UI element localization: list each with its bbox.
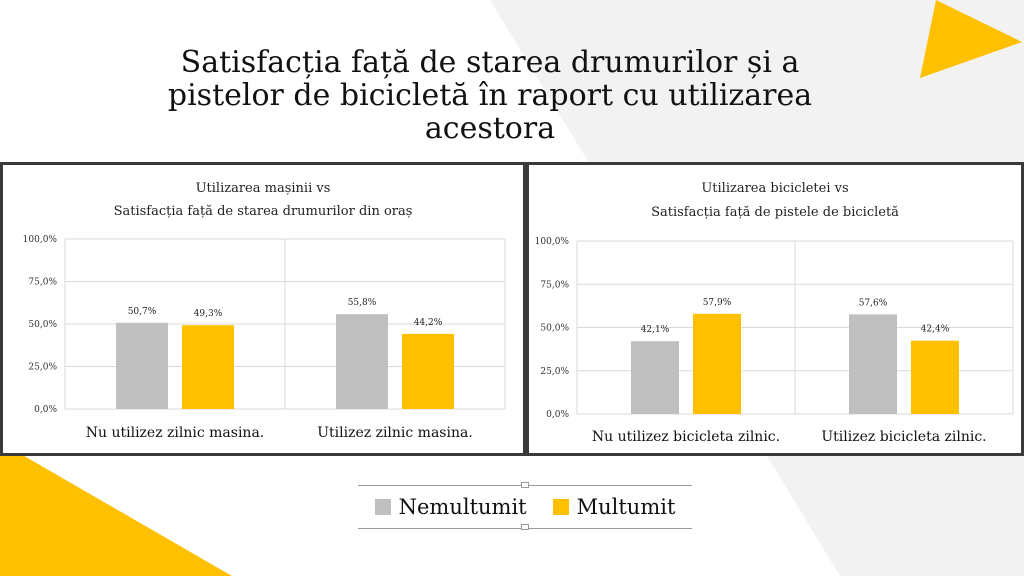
category-label: Utilizez zilnic masina. — [317, 425, 473, 441]
legend-label-nemultumit: Nemultumit — [398, 495, 527, 519]
data-label: 42,1% — [641, 325, 670, 335]
legend-item-multumit: Multumit — [552, 495, 676, 519]
y-tick-label: 50,0% — [540, 324, 569, 334]
y-tick-label: 75,0% — [28, 278, 57, 288]
bar-nemultumit-1 — [849, 314, 897, 414]
chart-panel-bicycle: Utilizarea bicicletei vs Satisfacția față… — [526, 162, 1024, 456]
category-label: Nu utilizez bicicleta zilnic. — [592, 429, 780, 445]
category-label: Nu utilizez zilnic masina. — [86, 425, 265, 441]
y-tick-label: 100,0% — [23, 235, 58, 245]
y-tick-label: 100,0% — [535, 237, 570, 247]
y-tick-label: 25,0% — [540, 367, 569, 377]
chart-title-line1: Utilizarea bicicletei vs — [701, 181, 848, 196]
legend-item-nemultumit: Nemultumit — [374, 495, 527, 519]
chart-title-line1: Utilizarea mașinii vs — [196, 181, 331, 196]
yellow-triangle-bottom-left — [0, 442, 232, 576]
bar-multumit-1 — [911, 340, 959, 414]
data-label: 57,6% — [859, 298, 888, 308]
yellow-triangle-top-right — [920, 0, 1022, 78]
bar-multumit-1 — [402, 333, 454, 409]
y-tick-label: 25,0% — [28, 363, 57, 373]
data-label: 50,7% — [128, 307, 157, 317]
data-label: 57,9% — [703, 298, 732, 308]
chart-bicycle: Utilizarea bicicletei vs Satisfacția față… — [535, 181, 1014, 445]
bar-multumit-0 — [693, 313, 741, 414]
data-label: 55,8% — [348, 298, 377, 308]
y-tick-label: 75,0% — [540, 280, 569, 290]
chart-panel-car: Utilizarea mașinii vs Satisfacția față de… — [0, 162, 526, 456]
chart-title-line2: Satisfacția față de starea drumurilor di… — [114, 204, 413, 219]
legend: Nemultumit Multumit — [358, 482, 692, 530]
bar-multumit-0 — [182, 325, 234, 409]
bar-nemultumit-0 — [631, 341, 679, 414]
data-label: 42,4% — [921, 325, 950, 335]
chart-car: Utilizarea mașinii vs Satisfacția față de… — [23, 181, 506, 441]
data-label: 44,2% — [414, 318, 443, 328]
legend-swatch-nemultumit — [374, 499, 391, 515]
y-tick-label: 50,0% — [28, 320, 57, 330]
legend-label-multumit: Multumit — [576, 495, 676, 519]
bar-nemultumit-1 — [336, 314, 388, 409]
legend-handle-top — [521, 482, 529, 488]
legend-handle-bottom — [521, 524, 529, 530]
y-tick-label: 0,0% — [34, 405, 57, 415]
page-title: Satisfacția față de starea drumurilor și… — [167, 45, 813, 146]
data-label: 49,3% — [194, 309, 223, 319]
chart-title-line2: Satisfacția față de pistele de bicicletă — [651, 205, 899, 220]
legend-swatch-multumit — [552, 499, 569, 515]
bar-nemultumit-0 — [116, 322, 168, 409]
category-label: Utilizez bicicleta zilnic. — [821, 429, 986, 445]
y-tick-label: 0,0% — [546, 410, 569, 420]
